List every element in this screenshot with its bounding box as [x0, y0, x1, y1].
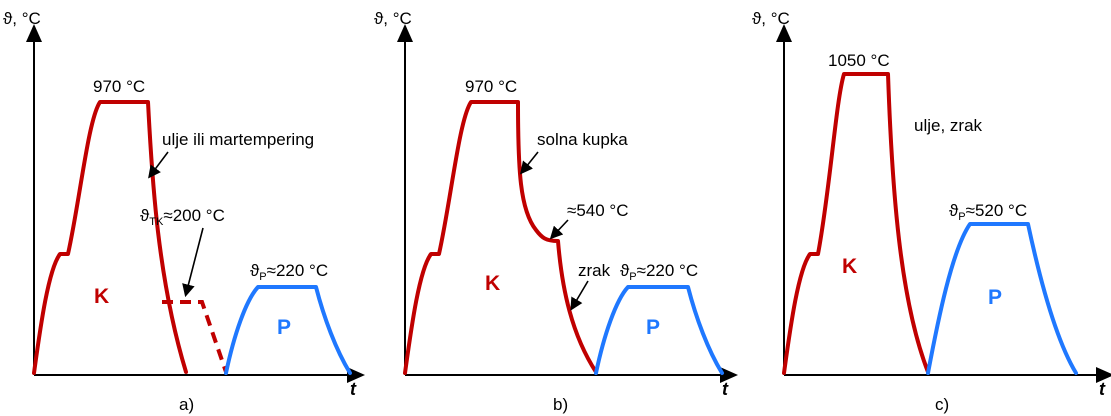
panel-c: ϑ, °C t 1050 °C ulje, zrak ϑP≈520 °C K P… — [752, 9, 1111, 414]
tempering-temp-label: ϑP≈520 °C — [949, 201, 1027, 223]
tempering-curve — [926, 222, 1078, 375]
panel-caption: c) — [935, 395, 949, 414]
hardening-curve — [32, 100, 188, 375]
tempering-curve — [594, 285, 724, 375]
hardening-temp-label: 970 °C — [465, 77, 517, 96]
interrupt-temp-label: ϑTK≈200 °C — [140, 206, 225, 228]
tempering-temp-label: ϑP≈220 °C — [250, 261, 328, 283]
quench-medium-label: ulje ili martempering — [162, 130, 314, 149]
p-label: P — [277, 316, 291, 339]
hardening-temp-label: 1050 °C — [828, 51, 890, 70]
hardening-curve — [782, 72, 930, 375]
p-label: P — [646, 316, 660, 339]
second-medium-label: zrak — [578, 261, 611, 280]
interrupted-cooling-dashed — [162, 300, 228, 373]
panel-caption: b) — [553, 395, 568, 414]
quench-medium-label: ulje, zrak — [914, 116, 983, 135]
k-label: K — [842, 255, 857, 278]
k-label: K — [94, 285, 109, 308]
y-axis-label: ϑ, °C — [3, 9, 41, 28]
panel-caption: a) — [179, 395, 194, 414]
panel-a: ϑ, °C t 970 °C ulje ili martempering ϑTK… — [3, 9, 365, 414]
second-medium-arrow — [570, 280, 589, 311]
quench-medium-arrow — [148, 151, 169, 179]
intermediate-temp-label: ≈540 °C — [567, 201, 629, 220]
hardening-curve — [403, 100, 598, 375]
quench-medium-label: solna kupka — [537, 130, 628, 149]
panel-b: ϑ, °C t 970 °C solna kupka ≈540 °C zrak … — [374, 9, 738, 414]
tempering-curve — [224, 285, 352, 375]
y-axis-label: ϑ, °C — [374, 9, 412, 28]
x-axis-label: t — [722, 379, 729, 399]
tempering-temp-label: ϑP≈220 °C — [620, 261, 698, 283]
k-label: K — [485, 272, 500, 295]
intermediate-temp-arrow — [549, 219, 569, 240]
p-label: P — [988, 286, 1002, 309]
x-axis-label: t — [1099, 379, 1106, 399]
interrupt-temp-arrow — [182, 227, 204, 298]
y-axis-label: ϑ, °C — [752, 9, 790, 28]
hardening-temp-label: 970 °C — [93, 77, 145, 96]
quench-medium-arrow — [520, 151, 539, 175]
x-axis-label: t — [350, 379, 357, 399]
